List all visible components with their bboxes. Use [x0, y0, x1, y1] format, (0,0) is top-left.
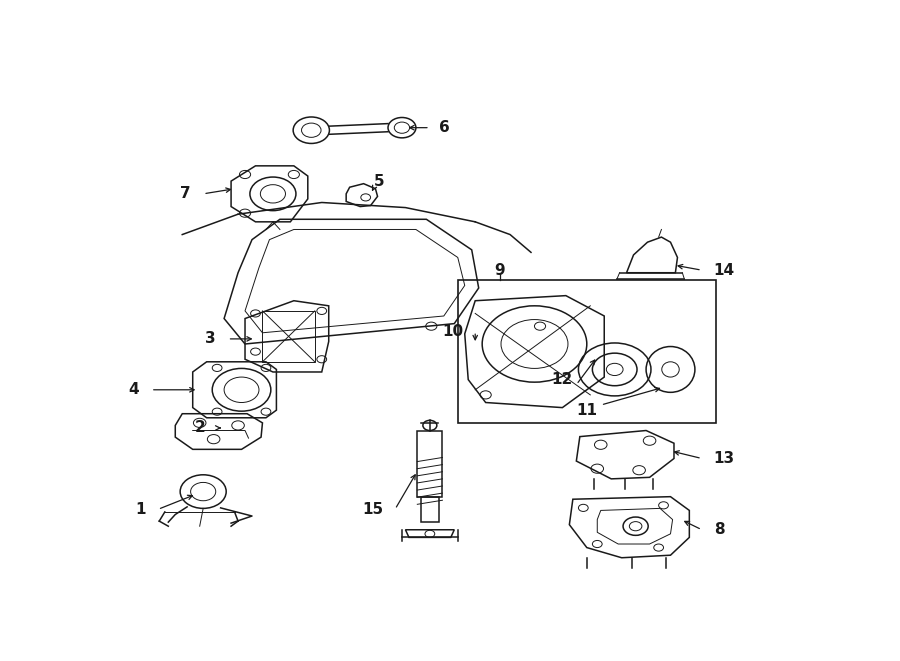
- Text: 6: 6: [439, 120, 450, 135]
- Bar: [458, 280, 716, 423]
- Text: 4: 4: [129, 382, 139, 397]
- Text: 14: 14: [714, 262, 735, 278]
- Text: 8: 8: [714, 522, 724, 537]
- Text: 1: 1: [136, 502, 146, 517]
- Text: 12: 12: [552, 372, 573, 387]
- Text: 3: 3: [205, 331, 216, 346]
- Bar: [421, 496, 439, 522]
- Text: 13: 13: [714, 451, 735, 466]
- Text: 7: 7: [180, 186, 191, 202]
- Text: 10: 10: [442, 324, 464, 338]
- Text: 9: 9: [494, 262, 505, 278]
- Text: 2: 2: [194, 420, 205, 436]
- Text: 15: 15: [362, 502, 383, 517]
- Bar: [263, 311, 315, 362]
- Bar: [418, 430, 443, 496]
- Text: 11: 11: [576, 403, 598, 418]
- Text: 5: 5: [374, 174, 384, 188]
